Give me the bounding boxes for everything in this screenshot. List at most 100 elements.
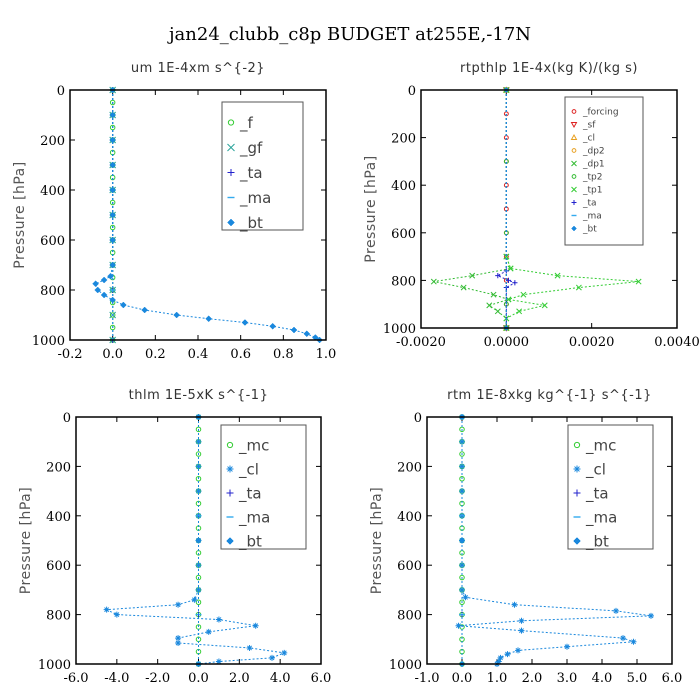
x-tick-label: 0.8 — [273, 347, 294, 362]
data-point — [575, 284, 582, 291]
legend-box — [221, 101, 304, 231]
legend-marker — [227, 169, 235, 176]
data-point — [490, 291, 497, 298]
legend-label: _dp1 — [582, 160, 605, 170]
data-point — [504, 651, 511, 658]
x-tick-label: 0.0 — [102, 347, 123, 362]
data-point — [173, 311, 181, 319]
data-point — [191, 596, 198, 603]
data-point — [103, 606, 110, 613]
data-point — [512, 280, 518, 286]
legend-label: _ma — [582, 212, 602, 222]
x-tick-label: 3.0 — [557, 671, 578, 686]
data-point — [109, 124, 116, 131]
data-point — [109, 211, 117, 219]
data-point — [459, 599, 465, 605]
series-bt — [92, 86, 323, 344]
data-point — [109, 111, 117, 119]
y-tick-label: 600 — [391, 227, 416, 242]
data-point — [175, 640, 182, 647]
x-tick-label: 5.0 — [627, 671, 648, 686]
y-tick-label: 400 — [46, 510, 71, 525]
data-point — [518, 627, 525, 634]
data-point — [252, 622, 259, 629]
data-point — [635, 278, 642, 285]
series-line — [94, 90, 320, 341]
data-point — [141, 306, 149, 314]
x-tick-label: 0.0 — [188, 671, 209, 686]
panel-title: rtpthlp 1E-4x(kg K)/(kg s) — [460, 61, 638, 76]
legend-label: _forcing — [582, 108, 619, 118]
panel-title: thlm 1E-5xK s^{-1} — [129, 388, 269, 403]
y-tick-label: 600 — [397, 559, 422, 574]
data-point — [462, 594, 469, 601]
legend-label: _mc — [238, 436, 269, 455]
x-tick-label: -0.2 — [57, 347, 82, 362]
legend-label: _bt — [239, 214, 263, 233]
x-tick-label: 6.0 — [311, 671, 332, 686]
x-tick-label: -6.0 — [63, 671, 88, 686]
data-point — [303, 330, 311, 338]
data-point — [109, 236, 117, 244]
legend-label: _ta — [582, 199, 597, 209]
data-point — [109, 312, 116, 318]
data-point — [495, 273, 501, 279]
legend-marker — [571, 174, 577, 179]
y-tick-label: 1000 — [38, 658, 71, 673]
data-point — [494, 308, 501, 315]
x-tick-label: 1.0 — [316, 347, 337, 362]
data-point — [469, 272, 476, 279]
legend-label: _ma — [238, 508, 270, 527]
data-point — [515, 647, 521, 654]
x-tick-label: 4.0 — [592, 671, 613, 686]
data-point — [518, 617, 525, 624]
x-tick-label: 0.0020 — [569, 335, 615, 350]
data-point — [459, 451, 465, 457]
data-point — [497, 654, 504, 661]
legend: _forcing _sf _cl _dp2 _dp1 _tp2 _tp1 _ta _ma _bt — [564, 96, 644, 246]
data-point — [630, 638, 637, 645]
data-point — [495, 658, 502, 665]
legend-label: _ma — [239, 189, 271, 208]
data-point — [486, 302, 493, 309]
figure-title: jan24_clubb_c8p BUDGET at255E,-17N — [167, 24, 531, 45]
legend-label: _tp1 — [582, 186, 602, 196]
data-point — [215, 616, 222, 623]
legend-marker — [227, 119, 235, 126]
y-axis-label: Pressure [hPa] — [369, 487, 385, 594]
chart-panel-1: um 1E-4xm s^{-2} Pressure [hPa] -0.2 0.0 0.2… — [12, 61, 336, 362]
legend-label: _bt — [582, 225, 597, 235]
data-point — [459, 574, 465, 581]
data-point — [459, 488, 465, 495]
y-tick-label: 200 — [397, 460, 422, 475]
legend-label: _sf — [582, 121, 596, 131]
chart-panel-2: rtpthlp 1E-4x(kg K)/(kg s) Pressure [hPa]… — [363, 61, 700, 350]
y-tick-label: 200 — [391, 132, 416, 147]
y-tick-label: 600 — [46, 559, 71, 574]
y-axis-label: Pressure [hPa] — [363, 155, 379, 262]
legend-marker — [571, 160, 577, 167]
data-point — [109, 199, 116, 206]
x-tick-label: -1.0 — [414, 671, 439, 686]
x-tick-label: 4.0 — [270, 671, 291, 686]
data-point — [520, 291, 527, 298]
x-tick-label: 2.0 — [522, 671, 543, 686]
legend-marker — [573, 537, 581, 545]
plot-frame — [69, 89, 327, 341]
legend-marker — [570, 122, 578, 129]
data-point — [113, 611, 120, 618]
data-point — [290, 326, 298, 334]
legend-box — [564, 96, 644, 246]
legend-label: _ta — [238, 484, 262, 503]
chart-panel-4: rtm 1E-8xkg kg^{-1} s^{-1} Pressure [hPa]… — [369, 388, 682, 686]
data-point — [107, 272, 114, 280]
legend-marker — [227, 218, 235, 227]
data-point — [119, 301, 127, 309]
x-tick-label: 0.0 — [452, 671, 473, 686]
legend-marker — [226, 537, 234, 545]
y-tick-label: 0 — [63, 411, 71, 426]
data-point — [215, 658, 222, 665]
legend-marker — [573, 489, 581, 497]
legend-marker — [227, 143, 235, 152]
